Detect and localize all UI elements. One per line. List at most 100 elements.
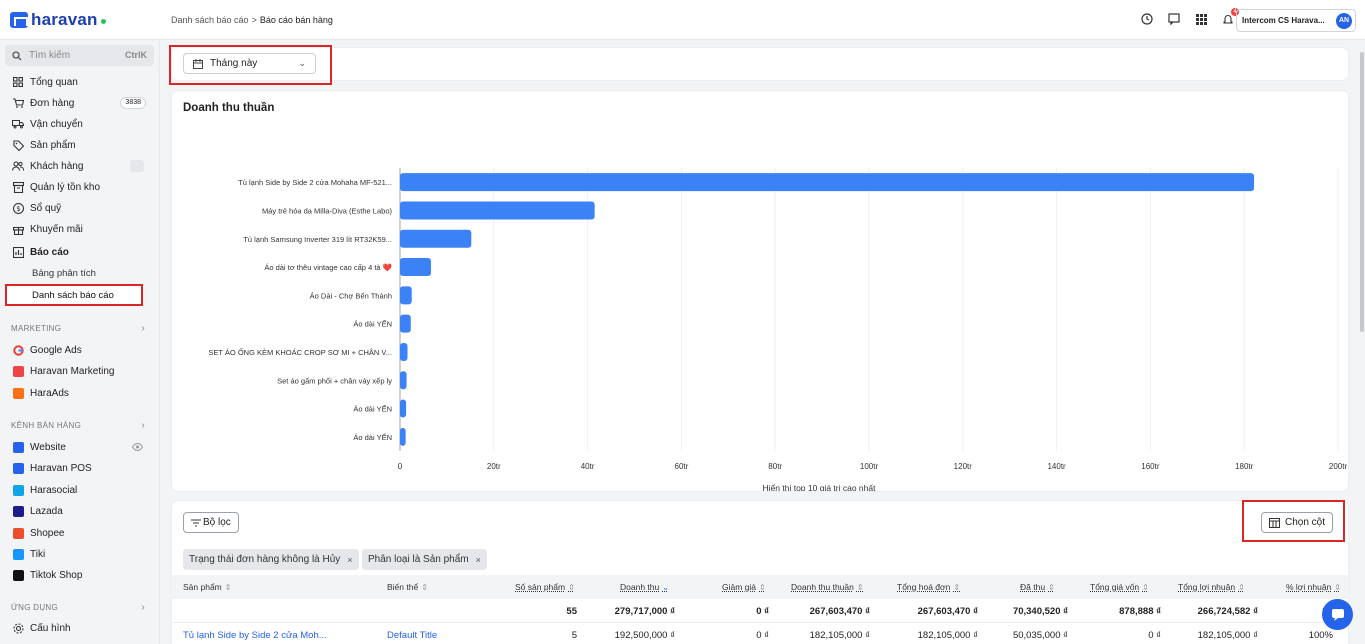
haravan-logo[interactable]: haravan [10,10,106,30]
sidebar-item-harasocial[interactable]: Harasocial [6,481,154,499]
column-header-collected[interactable]: Đã thu ⇕ [1020,582,1055,592]
section-sales-channels[interactable]: KÊNH BÁN HÀNG › [11,420,145,431]
sidebar-item-tiki[interactable]: Tiki [6,545,154,563]
history-icon[interactable] [1140,12,1154,26]
filter-chip-category[interactable]: Phân loại là Sản phẩm × [362,549,487,570]
y-category-label: Áo dài YẾN [353,319,392,329]
status-dot-icon [100,19,106,24]
section-marketing[interactable]: MARKETING › [11,323,145,334]
choose-columns-button[interactable]: Chọn cột [1261,512,1334,533]
sort-icon: ⇕ [953,583,961,592]
highlight-box [1242,500,1345,542]
sidebar-item-lazada[interactable]: Lazada [6,502,154,520]
sidebar-item-google-ads[interactable]: Google Ads [6,341,154,359]
column-header-revenue[interactable]: Doanh thu ⌄ [620,582,669,592]
column-header-total-invoice[interactable]: Tổng hoá đơn ⇕ [897,582,961,592]
sort-desc-icon: ⌄ [662,583,669,592]
x-tick-label: 200tr [1329,462,1348,471]
sidebar-item-settings[interactable]: Cấu hình [6,619,154,637]
sidebar-item-label: HaraAds [30,387,69,399]
y-category-label: Áo dài tơ thêu vintage cao cấp 4 tà ❤️ [264,263,392,272]
eye-icon[interactable] [132,443,143,451]
close-icon[interactable]: × [475,554,481,565]
sort-icon: ⇕ [759,583,766,592]
customer-card-icon[interactable] [130,160,144,172]
message-icon[interactable] [1167,12,1181,26]
logo-text: haravan [31,10,98,29]
sidebar-item-promotions[interactable]: Khuyến mãi [6,220,154,238]
section-apps[interactable]: ỨNG DỤNG › [11,602,145,613]
sidebar-item-products[interactable]: Sản phẩm [6,136,154,154]
x-tick-label: 20tr [487,462,501,471]
users-icon [12,160,24,172]
table-total-row: 55 279,717,000 ₫ 0 ₫ 267,603,470 ₫ 267,6… [172,599,1348,623]
sidebar-item-haravan-pos[interactable]: Haravan POS [6,459,154,477]
chevron-right-icon: › [141,602,145,613]
pos-icon [12,462,24,474]
sidebar-item-orders[interactable]: Đơn hàng 3838 [6,94,154,112]
breadcrumb-parent[interactable]: Danh sách báo cáo [171,15,249,25]
column-header-profit-percent[interactable]: % lợi nhuận ⇕ [1286,582,1341,592]
cell-net-revenue: 182,105,000 ₫ [809,630,870,641]
sidebar-item-cashbook[interactable]: $ Sổ quỹ [6,199,154,217]
sidebar-item-shopee[interactable]: Shopee [6,524,154,542]
column-header-cost[interactable]: Tổng giá vốn ⇕ [1090,582,1149,592]
bell-icon[interactable]: 4 [1221,8,1239,26]
x-tick-label: 100tr [860,462,879,471]
x-tick-label: 120tr [954,462,973,471]
total-invoice: 267,603,470 ₫ [917,606,978,617]
sidebar-item-haravan-marketing[interactable]: Haravan Marketing [6,362,154,380]
page-scrollbar[interactable] [1359,40,1365,644]
choose-columns-label: Chọn cột [1285,517,1326,528]
y-category-label: Áo dài YẾN [353,432,392,442]
truck-icon [12,118,24,130]
sidebar-subitem-analytics[interactable]: Bảng phân tích [32,268,96,279]
sidebar-item-website[interactable]: Website [6,438,154,456]
sidebar-item-label: Website [30,441,66,453]
sidebar-item-customers[interactable]: Khách hàng [6,157,154,175]
column-header-profit[interactable]: Tổng lợi nhuận ⇕ [1178,582,1245,592]
section-title: KÊNH BÁN HÀNG [11,421,82,430]
google-icon [12,344,24,356]
sidebar-item-inventory[interactable]: Quản lý tồn kho [6,178,154,196]
sidebar-item-shipping[interactable]: Vận chuyển [6,115,154,133]
sidebar-subitem-report-list[interactable]: Danh sách báo cáo [5,284,143,306]
x-tick-label: 40tr [581,462,595,471]
filter-button[interactable]: Bộ lọc [183,512,239,533]
gear-icon [12,622,24,634]
sort-icon: ⇕ [1334,583,1341,592]
total-collected: 70,340,520 ₫ [1012,606,1068,617]
avatar[interactable]: AN [1336,13,1352,29]
chat-support-button[interactable] [1322,599,1353,630]
y-category-label: Set áo gấm phối + chân váy xếp ly [277,376,392,385]
search-input[interactable]: Tìm kiếm CtrlK [5,45,154,66]
column-header-variant[interactable]: Biến thể ⇕ [387,582,428,592]
close-icon[interactable]: × [347,554,353,565]
top-icons: 4 [1140,8,1239,26]
cell-revenue: 192,500,000 ₫ [614,630,675,641]
column-header-product[interactable]: Sản phẩm ⇕ [183,582,232,592]
apps-grid-icon[interactable] [1194,12,1208,26]
period-dropdown[interactable]: Tháng này ⌄ [183,53,316,74]
sidebar-item-label: Sản phẩm [30,139,76,151]
breadcrumb: Danh sách báo cáo > Báo cáo bán hàng [171,15,333,25]
column-header-quantity[interactable]: Số sản phẩm ⇕ [515,582,575,592]
sidebar-item-label: Cấu hình [30,622,71,634]
product-link[interactable]: Tủ lạnh Side by Side 2 cửa Moh... [183,630,327,641]
sidebar-item-haraads[interactable]: HaraAds [6,384,154,402]
bar [400,173,1255,192]
account-switcher[interactable]: Intercom CS Harava... AN [1236,9,1356,32]
sidebar-item-tiktok-shop[interactable]: Tiktok Shop [6,566,154,584]
column-header-discount[interactable]: Giảm giá ⇕ [722,582,766,592]
orders-count-badge: 3838 [120,97,146,109]
filter-chip-order-status[interactable]: Trạng thái đơn hàng không là Hủy × [183,549,359,570]
filter-button-label: Bộ lọc [203,517,231,528]
sidebar-item-overview[interactable]: Tổng quan [6,73,154,91]
filter-icon [191,518,201,527]
column-header-net-revenue[interactable]: Doanh thu thuần ⇕ [791,582,864,592]
sidebar-item-label: Tiktok Shop [30,569,83,581]
sidebar-item-reports[interactable]: Báo cáo [6,243,154,261]
variant-link[interactable]: Default Title [387,630,438,641]
table-row[interactable]: Tủ lạnh Side by Side 2 cửa Moh... Defaul… [172,623,1348,644]
x-tick-label: 80tr [768,462,782,471]
